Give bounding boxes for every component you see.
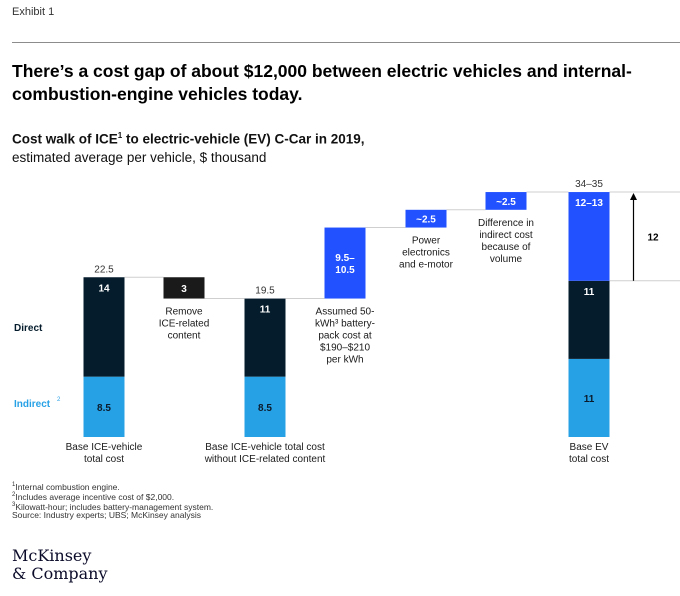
bar-caption: kWh³ battery-: [315, 319, 375, 330]
bar-indirect: [568, 358, 610, 437]
divider: [12, 42, 680, 43]
row-label-indirect-sup: 2: [57, 397, 61, 403]
bar-ev-premium: [568, 192, 610, 281]
bar-value-label: 10.5: [335, 265, 355, 276]
gap-label: 12: [648, 232, 660, 243]
bar-value-label: 8.5: [97, 403, 111, 414]
bar-value-label: 3: [181, 284, 187, 295]
bar-caption: without ICE-related content: [204, 454, 326, 465]
bar-increase: [485, 192, 527, 210]
bar-value-label: ~2.5: [496, 197, 516, 208]
footnote: 3Kilowatt-hour; includes battery-managem…: [12, 501, 214, 512]
bar-value-label: 11: [584, 287, 595, 298]
bar-caption: Base ICE-vehicle: [66, 442, 143, 453]
row-label-indirect: Indirect: [14, 399, 51, 410]
bar-value-label: ~2.5: [416, 215, 436, 226]
bar-caption: Base ICE-vehicle total cost: [205, 442, 325, 453]
bar-value-label: 12–13: [575, 198, 603, 209]
source-note: Source: Industry experts; UBS; McKinsey …: [12, 510, 201, 520]
bar-caption: indirect cost: [479, 230, 533, 241]
chart-title-part1: Cost walk of ICE: [12, 131, 118, 147]
bar-total-label: 19.5: [255, 286, 275, 297]
exhibit-label: Exhibit 1: [12, 6, 55, 18]
row-label-direct: Direct: [14, 323, 43, 334]
bar-direct: [568, 280, 610, 359]
bar-value-label: 8.5: [258, 403, 272, 414]
bar-caption: Base EV: [570, 442, 609, 453]
chart-subtitle: Cost walk of ICE1 to electric-vehicle (E…: [12, 127, 612, 167]
chart-units-line: estimated average per vehicle, $ thousan…: [12, 149, 267, 165]
bar-caption: electronics: [402, 248, 450, 259]
bar-caption: total cost: [84, 454, 124, 465]
bar-caption: Assumed 50-: [316, 307, 375, 318]
chart-title-sup: 1: [117, 131, 123, 140]
bar-indirect: [244, 376, 286, 437]
bar-value-label: 14: [98, 283, 110, 294]
bar-caption: $190–$210: [320, 343, 370, 354]
bar-decrease: [163, 277, 205, 299]
bar-total-label: 22.5: [94, 264, 114, 275]
footnote: 1Internal combustion engine.: [12, 481, 120, 492]
bar-indirect: [83, 376, 125, 437]
bar-increase: [405, 209, 447, 228]
bar-value-label: 11: [260, 305, 271, 316]
gap-arrow-head: [630, 193, 637, 201]
bar-increase: [324, 227, 366, 299]
bar-direct: [244, 298, 286, 377]
bar-direct: [83, 277, 125, 377]
mckinsey-logo: McKinsey & Company: [12, 547, 152, 583]
bar-caption: because of: [482, 242, 531, 253]
bar-caption: ICE-related: [159, 319, 210, 330]
chart-title-part2: to electric-vehicle (EV) C-Car in 2019,: [122, 131, 365, 147]
headline: There’s a cost gap of about $12,000 betw…: [12, 61, 632, 104]
logo-line1: McKinsey: [12, 546, 92, 565]
bar-total-label: 34–35: [575, 179, 603, 190]
footnote: 2Includes average incentive cost of $2,0…: [12, 491, 175, 502]
bar-caption: per kWh: [326, 355, 363, 366]
bar-caption: pack cost at: [318, 331, 372, 342]
bar-caption: and e-motor: [399, 260, 454, 271]
bar-caption: Remove: [165, 307, 203, 318]
bar-value-label: 11: [584, 394, 595, 405]
bar-caption: Power: [412, 236, 441, 247]
bar-caption: total cost: [569, 454, 609, 465]
bar-caption: Difference in: [478, 218, 534, 229]
logo-line2: & Company: [12, 564, 108, 583]
bar-value-label: 9.5–: [335, 253, 355, 264]
bar-caption: content: [168, 331, 201, 342]
bar-caption: volume: [490, 254, 523, 265]
